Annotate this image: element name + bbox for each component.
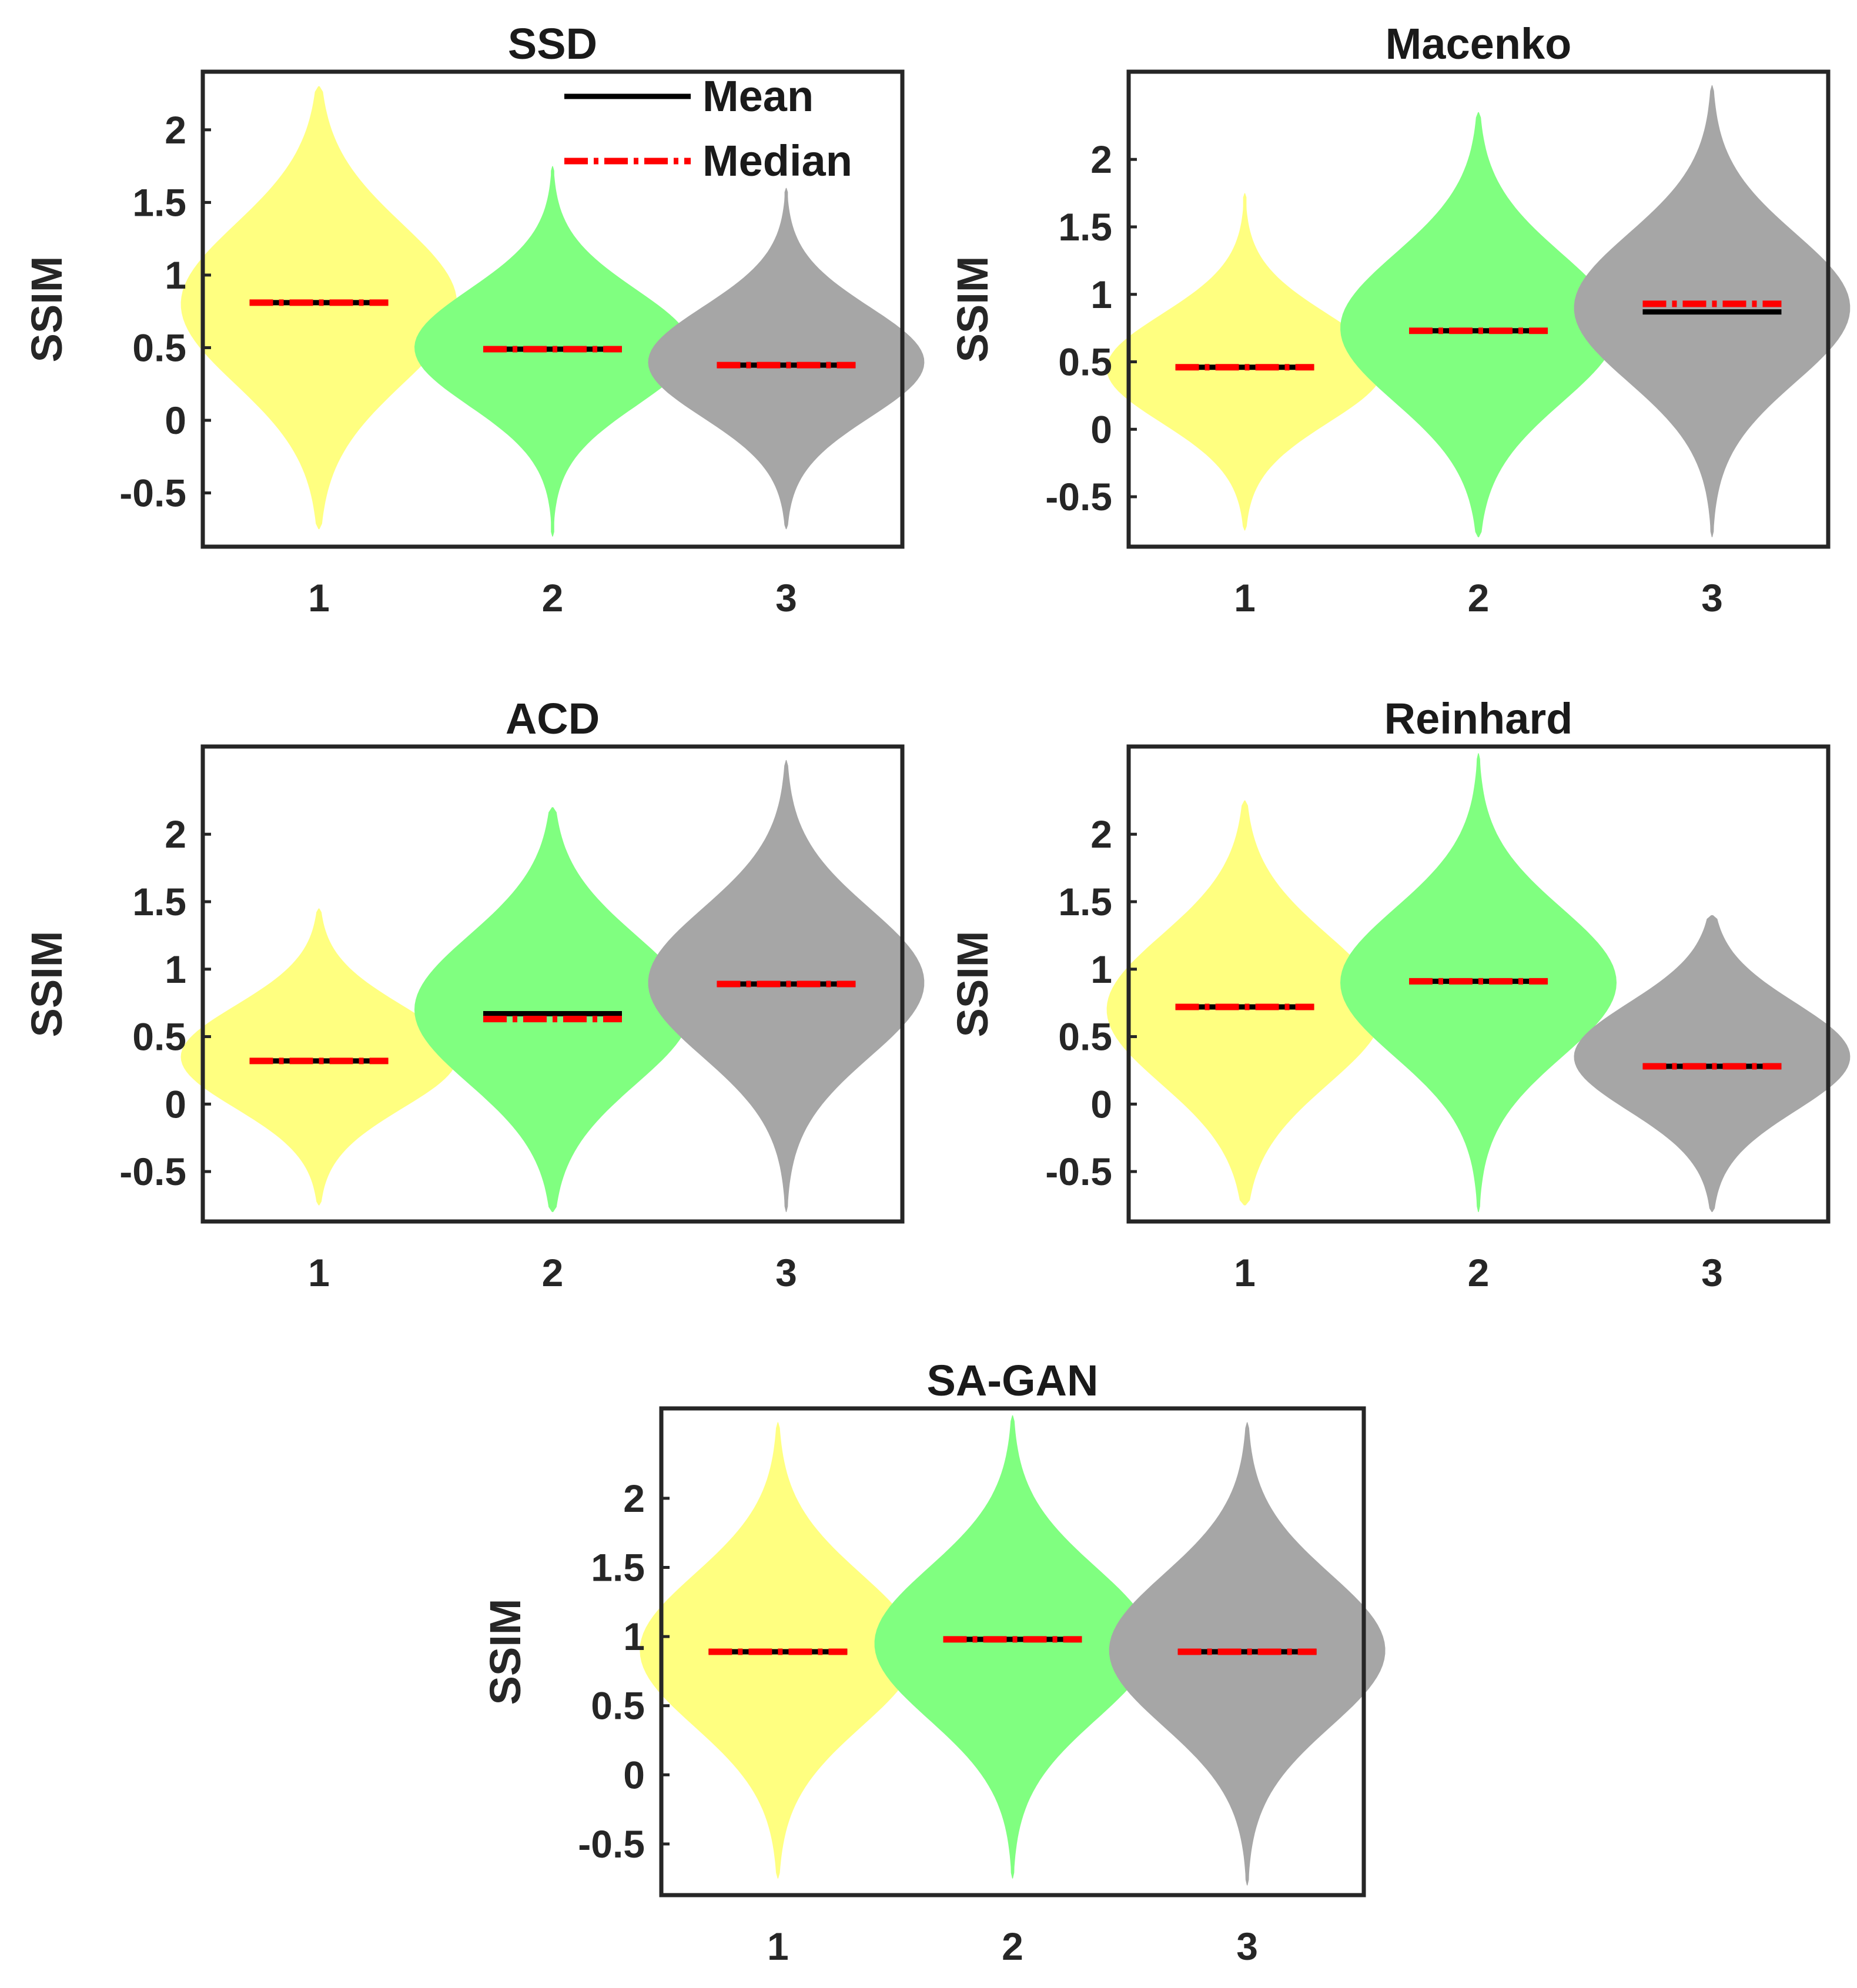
y-tick-label: -0.5 [578, 1822, 645, 1866]
x-tick-label: 3 [775, 576, 797, 620]
y-tick-label: 0 [1090, 407, 1112, 451]
x-tick-label: 1 [308, 576, 330, 620]
y-tick-label: 2 [165, 108, 186, 152]
chart-title: ACD [506, 694, 600, 743]
axes-frame [1126, 69, 1831, 549]
y-tick-label: -0.5 [119, 1150, 186, 1193]
chart-title: SSD [508, 19, 597, 68]
x-tick-label: 3 [775, 1251, 797, 1294]
violin-1 [1106, 800, 1383, 1206]
x-tick-label: 2 [1468, 1251, 1490, 1294]
axes-frame [200, 744, 905, 1224]
y-tick-label: 1 [1090, 273, 1112, 316]
x-tick-label: 1 [767, 1925, 789, 1968]
violin-3 [1574, 915, 1851, 1212]
x-tick-label: 3 [1701, 576, 1723, 620]
panel-ssd: -0.5 0 0.5 1 1.5 2 1 2 3 SSD SSIM Mean Median [22, 19, 925, 620]
y-tick-label: 0.5 [1058, 340, 1112, 384]
y-tick-label: 1 [1090, 948, 1112, 991]
x-tick-label: 3 [1701, 1251, 1723, 1294]
chart-title: SA-GAN [927, 1356, 1099, 1405]
y-tick-label: 1.5 [591, 1546, 645, 1589]
legend: Mean Median [564, 72, 852, 185]
violin-2 [874, 1415, 1151, 1879]
y-tick-label: 0 [165, 399, 186, 442]
y-tick-label: 1.5 [1058, 205, 1112, 249]
violin-1 [1106, 193, 1383, 531]
legend-mean-label: Mean [702, 72, 814, 121]
y-tick-label: -0.5 [119, 471, 186, 515]
violin-2 [414, 807, 691, 1212]
y-axis-label: SSIM [481, 1599, 530, 1705]
axes-frame [1126, 744, 1831, 1224]
y-axis-label: SSIM [22, 256, 71, 363]
y-axis-label: SSIM [948, 931, 997, 1037]
y-tick-label: 1.5 [132, 180, 186, 224]
violin-2 [1340, 112, 1617, 537]
panel-macenko: -0.5 0 0.5 1 1.5 2 1 2 3 Macenko SSIM [948, 19, 1851, 620]
y-tick-label: 0.5 [132, 1015, 186, 1059]
y-tick-label: -0.5 [1045, 475, 1112, 518]
y-axis-label: SSIM [948, 256, 997, 363]
y-tick-label: 1 [165, 253, 186, 297]
axes-frame [200, 69, 905, 549]
violin-1 [180, 86, 457, 530]
y-tick-label: 2 [1090, 138, 1112, 181]
y-tick-label: 2 [165, 812, 186, 856]
y-tick-label: 2 [1090, 812, 1112, 856]
y-tick-label: 0 [1090, 1082, 1112, 1126]
y-tick-label: -0.5 [1045, 1150, 1112, 1193]
y-tick-label: 1 [623, 1615, 645, 1658]
y-tick-label: 1.5 [1058, 880, 1112, 923]
axes-frame [659, 1406, 1366, 1897]
y-tick-label: 0.5 [132, 326, 186, 369]
y-tick-label: 1 [165, 948, 186, 991]
y-tick-label: 0 [623, 1753, 645, 1796]
x-tick-label: 1 [1234, 1251, 1256, 1294]
y-axis-label: SSIM [22, 931, 71, 1037]
x-tick-label: 3 [1236, 1925, 1258, 1968]
y-tick-label: 0.5 [1058, 1015, 1112, 1059]
x-tick-label: 2 [1002, 1925, 1023, 1968]
panel-reinhard: -0.5 0 0.5 1 1.5 2 1 2 3 Reinhard SSIM [948, 694, 1851, 1294]
y-tick-label: 0.5 [591, 1684, 645, 1728]
y-tick-label: 2 [623, 1477, 645, 1520]
x-tick-label: 2 [542, 576, 564, 620]
panel-acd: -0.5 0 0.5 1 1.5 2 1 2 3 ACD SSIM [22, 694, 925, 1294]
violin-3 [648, 188, 925, 530]
x-tick-label: 1 [308, 1251, 330, 1294]
x-tick-label: 2 [1468, 576, 1490, 620]
panel-sa-gan: -0.5 0 0.5 1 1.5 2 1 2 3 SA-GAN SSIM [481, 1356, 1386, 1968]
x-tick-label: 2 [542, 1251, 564, 1294]
chart-title: Macenko [1386, 19, 1572, 68]
y-tick-label: 0 [165, 1082, 186, 1126]
y-tick-label: 1.5 [132, 880, 186, 923]
legend-median-label: Median [702, 136, 852, 185]
x-tick-label: 1 [1234, 576, 1256, 620]
chart-title: Reinhard [1384, 694, 1573, 743]
violin-1 [180, 908, 457, 1206]
